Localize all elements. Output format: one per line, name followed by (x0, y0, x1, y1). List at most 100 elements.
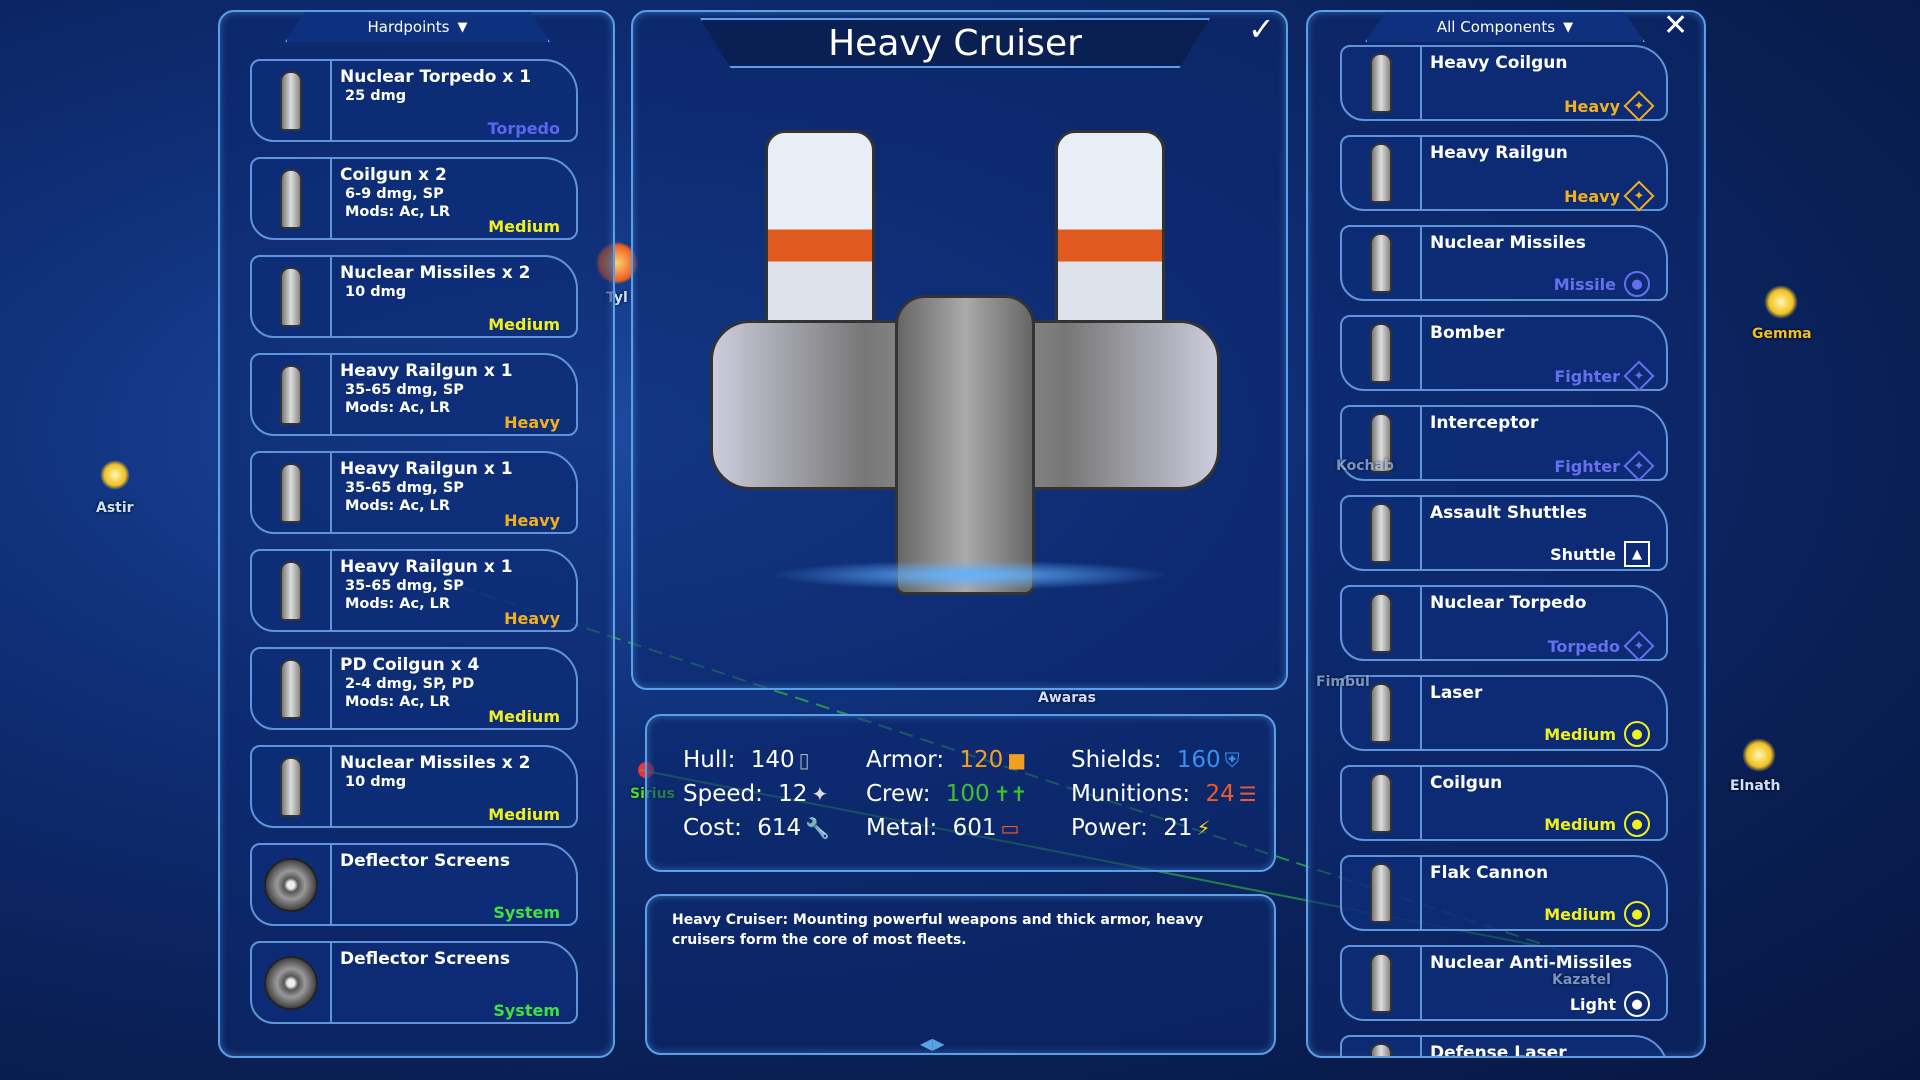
component-icon (1342, 587, 1422, 659)
component-class: Medium (1544, 724, 1616, 744)
crew-icon: ✝✝ (993, 782, 1028, 806)
weapon-icon (252, 257, 332, 336)
star-astir[interactable] (100, 460, 130, 490)
hardpoint-class: System (493, 1001, 560, 1020)
deflector-icon (252, 845, 332, 924)
map-label-gemma: Gemma (1752, 326, 1812, 342)
hardpoint-detail: Mods: Ac, LR (345, 204, 451, 220)
stat-armor-label: Armor: (866, 747, 945, 773)
armor-icon: ■ (1007, 748, 1027, 772)
component-icon (1342, 47, 1422, 119)
component-card[interactable]: Interceptor Fighter ✦ (1340, 405, 1668, 482)
component-title: Interceptor (1430, 413, 1539, 433)
medium-class-icon: ● (1624, 811, 1650, 837)
hardpoint-card[interactable]: Deflector Screens System (250, 843, 578, 926)
component-class: Heavy (1564, 186, 1620, 206)
hardpoint-card[interactable]: Nuclear Missiles x 2 10 dmg Medium (250, 255, 578, 338)
hardpoint-title: Nuclear Missiles x 2 (340, 263, 531, 283)
weapon-icon (252, 747, 332, 826)
hardpoint-detail: 35-65 dmg, SP (345, 480, 464, 496)
components-filter-label: All Components (1436, 18, 1556, 36)
hardpoint-title: Heavy Railgun x 1 (340, 361, 513, 381)
component-title: Assault Shuttles (1430, 503, 1588, 523)
weapon-icon (252, 649, 332, 728)
star-gemma[interactable] (1764, 285, 1798, 319)
medium-class-icon: ● (1624, 901, 1650, 927)
medium-class-icon: ● (1624, 721, 1650, 747)
component-icon (1342, 1037, 1422, 1056)
hardpoint-class: Torpedo (487, 119, 560, 138)
component-card[interactable]: Coilgun Medium ● (1340, 765, 1668, 841)
component-card[interactable]: Nuclear Torpedo Torpedo ✦ (1340, 585, 1668, 662)
close-icon[interactable]: ✕ (1663, 8, 1689, 43)
hardpoint-card[interactable]: Nuclear Missiles x 2 10 dmg Medium (250, 745, 578, 828)
stat-hull-label: Hull: (683, 747, 736, 773)
hardpoints-dropdown-label: Hardpoints (367, 18, 450, 36)
component-card[interactable]: Defense Laser (1340, 1035, 1668, 1058)
component-card[interactable]: Heavy Coilgun Heavy ✦ (1340, 45, 1668, 122)
component-icon (1342, 857, 1422, 929)
stat-power-value: 21 (1163, 815, 1193, 841)
hardpoint-card[interactable]: Nuclear Torpedo x 1 25 dmg Torpedo (250, 59, 578, 142)
component-title: Heavy Coilgun (1430, 53, 1568, 73)
components-panel: Heavy Coilgun Heavy ✦ Heavy Railgun Heavy… (1306, 10, 1706, 1058)
hardpoint-card[interactable]: Heavy Railgun x 1 35-65 dmg, SP Mods: Ac, … (250, 549, 578, 632)
checkmark-icon[interactable]: ✓ (1248, 10, 1275, 48)
hardpoint-card[interactable]: Heavy Railgun x 1 35-65 dmg, SP Mods: Ac, … (250, 353, 578, 436)
map-label-awaras: Awaras (1038, 690, 1096, 706)
ship-image (690, 120, 1240, 620)
component-title: Heavy Railgun (1430, 143, 1568, 163)
component-card[interactable]: Bomber Fighter ✦ (1340, 315, 1668, 392)
map-label-kazatel: Kazatel (1552, 972, 1611, 988)
component-title: Defense Laser (1430, 1043, 1567, 1058)
component-class: Fighter (1554, 456, 1620, 476)
component-icon (1342, 767, 1422, 839)
hardpoint-class: Medium (488, 315, 560, 334)
hull-icon: ▯ (798, 748, 810, 772)
hardpoint-detail: 6-9 dmg, SP (345, 186, 444, 202)
hardpoints-dropdown[interactable]: Hardpoints ▼ (285, 10, 550, 42)
map-label-fimbul: Fimbul (1316, 674, 1370, 690)
stat-hull: Hull: 140 ▯ (683, 747, 810, 773)
missile-class-icon: ● (1624, 271, 1650, 297)
stat-metal-value: 601 (952, 815, 997, 841)
component-card[interactable]: Flak Cannon Medium ● (1340, 855, 1668, 931)
component-card[interactable]: Laser Medium ● (1340, 675, 1668, 751)
stat-speed-value: 12 (778, 781, 808, 807)
stat-munitions-label: Munitions: (1071, 781, 1191, 807)
hardpoint-card[interactable]: PD Coilgun x 4 2-4 dmg, SP, PD Mods: Ac, L… (250, 647, 578, 730)
fighter-class-icon: ✦ (1623, 450, 1655, 482)
ship-description: Heavy Cruiser: Mounting powerful weapons… (672, 912, 1204, 948)
light-class-icon: ● (1624, 991, 1650, 1017)
stat-cost-value: 614 (757, 815, 802, 841)
hardpoint-card[interactable]: Heavy Railgun x 1 35-65 dmg, SP Mods: Ac, … (250, 451, 578, 534)
ship-title: Heavy Cruiser (828, 22, 1082, 64)
hardpoint-class: System (493, 903, 560, 922)
component-class: Light (1569, 994, 1616, 1014)
component-card[interactable]: Assault Shuttles Shuttle ▲ (1340, 495, 1668, 571)
description-panel (645, 894, 1276, 1055)
description-scroll-arrows[interactable]: ◀▶ (920, 1034, 945, 1053)
hardpoint-card[interactable]: Deflector Screens System (250, 941, 578, 1024)
stat-armor: Armor: 120 ■ (866, 747, 1026, 773)
component-title: Nuclear Torpedo (1430, 593, 1587, 613)
hardpoint-title: Nuclear Missiles x 2 (340, 753, 531, 773)
component-title: Nuclear Anti-Missiles (1430, 953, 1633, 973)
stat-cost-label: Cost: (683, 815, 742, 841)
stat-munitions: Munitions: 24 ☰ (1071, 781, 1257, 807)
component-card[interactable]: Nuclear Missiles Missile ● (1340, 225, 1668, 301)
component-card[interactable]: Nuclear Anti-Missiles Light ● (1340, 945, 1668, 1021)
component-title: Nuclear Missiles (1430, 233, 1586, 253)
hardpoint-detail: Mods: Ac, LR (345, 596, 451, 612)
hardpoint-detail: Mods: Ac, LR (345, 694, 451, 710)
weapon-icon (252, 159, 332, 238)
component-title: Coilgun (1430, 773, 1503, 793)
heavy-class-icon: ✦ (1623, 180, 1655, 212)
components-filter-dropdown[interactable]: All Components ▼ (1365, 10, 1645, 42)
component-icon (1342, 137, 1422, 209)
hardpoint-class: Medium (488, 217, 560, 236)
star-elnath[interactable] (1742, 738, 1776, 772)
hardpoint-card[interactable]: Coilgun x 2 6-9 dmg, SP Mods: Ac, LR Mediu… (250, 157, 578, 240)
component-card[interactable]: Heavy Railgun Heavy ✦ (1340, 135, 1668, 212)
hardpoint-title: Coilgun x 2 (340, 165, 447, 185)
